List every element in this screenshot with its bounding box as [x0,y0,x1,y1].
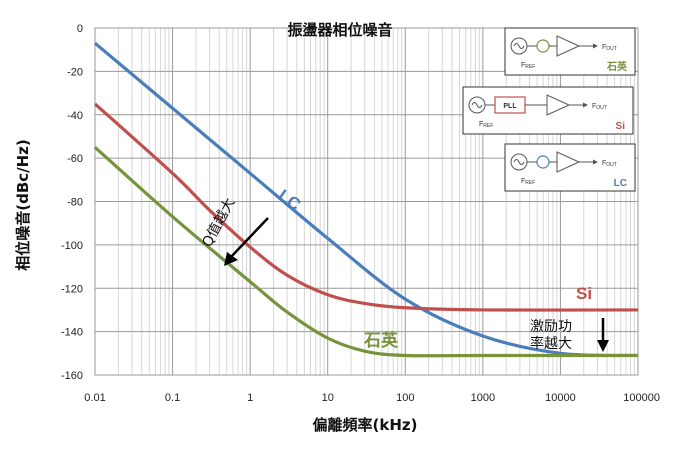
x-tick-label: 100000 [623,392,660,404]
fout-label: FOUT [602,160,617,168]
y-tick-label: -40 [67,110,83,122]
sine-wave-icon [513,43,525,49]
q-factor-arrow [229,217,269,259]
amplifier-icon [556,151,581,173]
series-label-quartz: 石英 [363,330,399,350]
x-tick-label: 1 [247,392,253,404]
x-tick-label: 0.1 [165,392,180,404]
circuit-inset: FOUT FREF LC [504,143,636,192]
y-tick-label: -140 [61,327,83,339]
chart-title: 振盪器相位噪音 [287,21,392,39]
inset-label: LC [614,178,627,189]
fout-label: FOUT [592,103,607,111]
y-tick-label: -160 [61,370,83,382]
pll-block-label: PLL [503,103,517,110]
inset-label: 石英 [606,60,628,73]
grid [94,27,639,376]
y-tick-label: -60 [67,153,83,165]
series-label-si: Si [576,284,592,303]
fref-label: FREF [521,62,535,70]
x-tick-label: 100 [396,392,414,404]
x-tick-labels: 0.01 0.1 1 10 100 1000 10000 100000 [84,392,660,404]
inset-frame [504,27,636,76]
series-lines [93,41,639,358]
circuit-insets: FOUT FREF 石英 PLL FOUT FREF Si FOUT FREF LC [462,27,636,192]
y-axis-title: 相位噪音(dBc/Hz) [14,139,32,271]
inset-frame [504,143,636,192]
output-arrow-icon [593,159,598,165]
sine-wave-icon [513,159,525,165]
y-tick-labels: 0 -20 -40 -60 -80 -100 -120 -140 -160 [61,23,83,382]
series-line-1 [93,102,639,312]
inset-label: Si [616,121,626,132]
x-tick-label: 10 [322,392,334,404]
output-arrow-icon [593,43,598,49]
x-axis-title: 偏離頻率(kHz) [313,416,418,434]
series-line-0 [93,41,639,358]
y-tick-label: 0 [77,23,83,35]
annotation-drive-power-1: 激励功 [530,318,572,335]
annotation-drive-power-2: 率越大 [530,335,572,352]
circuit-inset: FOUT FREF 石英 [504,27,636,76]
amplifier-icon [546,94,571,116]
y-tick-label: -80 [67,197,83,209]
sine-wave-icon [471,102,483,108]
y-tick-label: -20 [67,66,83,78]
fref-label: FREF [479,121,493,129]
q-factor-arrowhead [224,252,238,266]
x-tick-label: 0.01 [84,392,105,404]
fref-label: FREF [521,178,535,186]
fout-label: FOUT [602,44,617,52]
y-tick-label: -120 [61,283,83,295]
x-tick-label: 1000 [471,392,495,404]
y-tick-label: -100 [61,240,83,252]
amplifier-icon [556,35,581,57]
output-arrow-icon [583,102,588,108]
x-tick-label: 10000 [545,392,576,404]
drive-power-arrowhead [597,340,609,352]
circuit-inset: PLL FOUT FREF Si [462,86,634,135]
series-line-2 [93,146,638,358]
